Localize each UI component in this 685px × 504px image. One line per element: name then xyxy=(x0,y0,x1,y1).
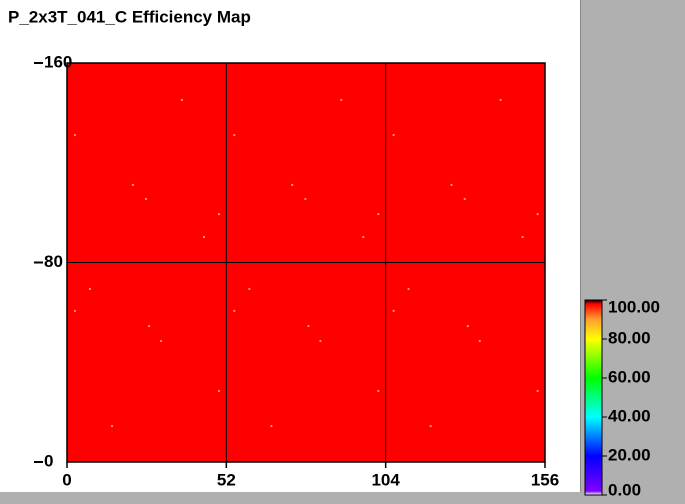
heatmap-cell xyxy=(270,425,273,428)
heatmap-cell xyxy=(307,325,310,328)
x-tick-label: 52 xyxy=(217,470,236,489)
heatmap-cell xyxy=(392,134,395,137)
heatmap-cell xyxy=(145,197,148,200)
colorbar-label: 100.00 xyxy=(608,297,660,316)
heatmap-cell xyxy=(73,309,76,312)
heatmap-cell xyxy=(463,197,466,200)
y-tick-label: 0 xyxy=(44,451,53,470)
heatmap-cell xyxy=(536,389,539,392)
x-tick-label: 0 xyxy=(62,470,71,489)
heatmap-cell xyxy=(248,287,251,290)
chart-title: P_2x3T_041_C Efficiency Map xyxy=(8,7,251,26)
heatmap-cell xyxy=(536,213,539,216)
heatmap-cell xyxy=(233,309,236,312)
heatmap-cell xyxy=(362,236,365,239)
colorbar-label: 60.00 xyxy=(608,367,651,386)
heatmap-cell xyxy=(148,325,151,328)
heatmap-cell xyxy=(407,287,410,290)
heatmap-cell xyxy=(233,134,236,137)
heatmap-cell xyxy=(180,98,183,101)
heatmap-cell xyxy=(377,213,380,216)
heatmap-cell xyxy=(319,340,322,343)
heatmap-cell xyxy=(160,340,163,343)
y-tick-label: 160 xyxy=(44,52,72,71)
heatmap-cell xyxy=(131,183,134,186)
colorbar xyxy=(584,299,603,496)
heatmap-cell xyxy=(450,183,453,186)
y-tick-label: 80 xyxy=(44,252,63,271)
heatmap-cell xyxy=(304,197,307,200)
colorbar-label: 80.00 xyxy=(608,328,651,347)
heatmap-cell xyxy=(478,340,481,343)
heatmap-cell xyxy=(88,287,91,290)
colorbar-label: 20.00 xyxy=(608,445,651,464)
heatmap-cell xyxy=(377,389,380,392)
heatmap-cell xyxy=(217,389,220,392)
x-tick-label: 156 xyxy=(531,470,559,489)
colorbar-label: 0.00 xyxy=(608,480,641,499)
heatmap-cell xyxy=(392,309,395,312)
colorbar-label: 40.00 xyxy=(608,406,651,425)
heatmap-cell xyxy=(340,98,343,101)
heatmap-cell xyxy=(521,236,524,239)
heatmap-cell xyxy=(217,213,220,216)
heatmap-cell xyxy=(499,98,502,101)
heatmap-cell xyxy=(111,425,114,428)
bottom-strip xyxy=(0,492,685,504)
plot-border xyxy=(66,62,546,463)
heatmap-cell xyxy=(429,425,432,428)
heatmap-cell xyxy=(291,183,294,186)
heatmap-cell xyxy=(73,134,76,137)
heatmap-cell xyxy=(202,236,205,239)
x-tick-label: 104 xyxy=(371,470,400,489)
heatmap-cell xyxy=(466,325,469,328)
